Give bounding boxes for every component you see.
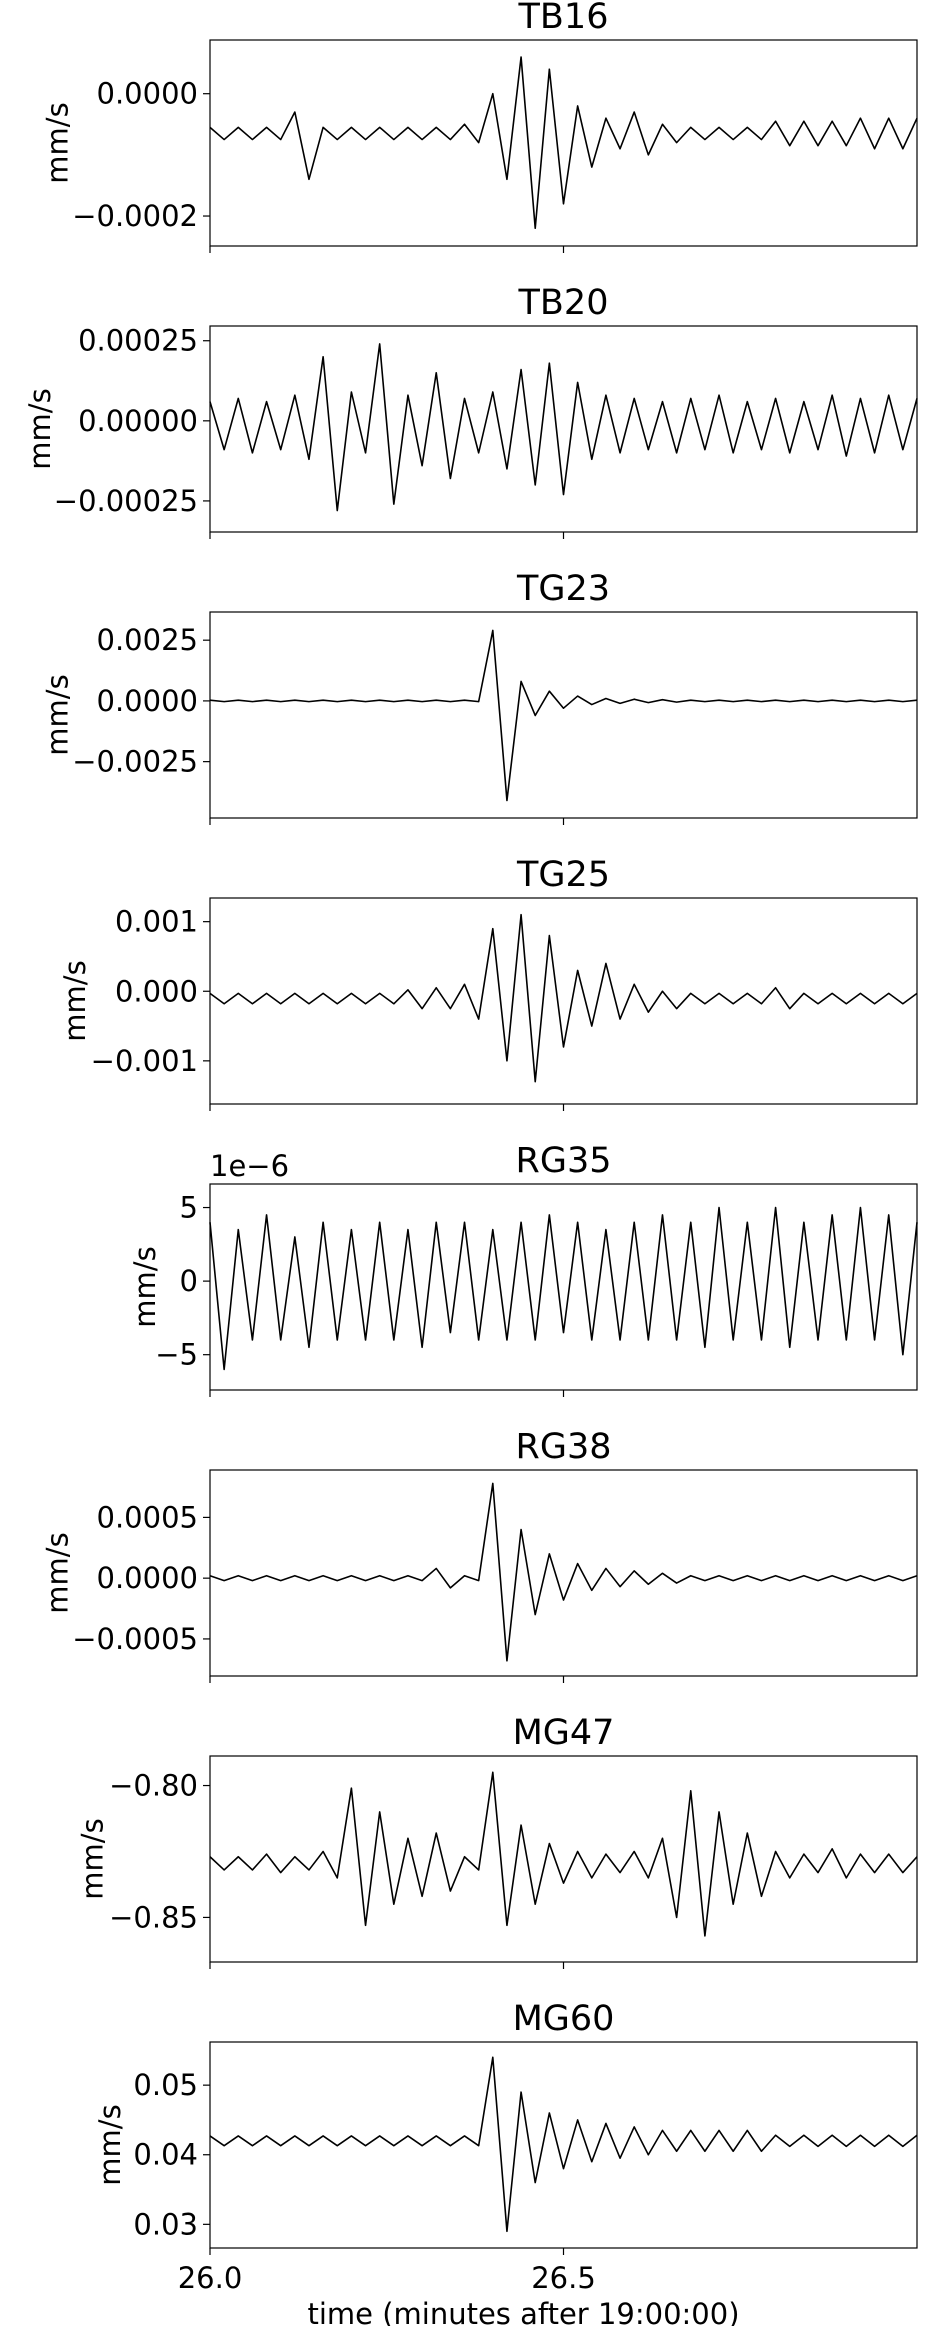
y-tick-label: 0.0000 [97, 684, 198, 718]
chart-title: TB16 [518, 0, 609, 37]
chart-title: TG25 [516, 855, 610, 895]
axes-frame [209, 2041, 918, 2249]
axes-frame [209, 39, 918, 247]
chart-title: RG38 [516, 1427, 612, 1467]
y-tick-label: 0.00025 [78, 324, 198, 358]
chart-title: MG47 [513, 1713, 615, 1753]
y-tick-label: 0.001 [115, 905, 198, 939]
axes-frame [209, 325, 918, 533]
y-tick-label: −0.00025 [54, 484, 198, 518]
y-tick-label: 0.0005 [97, 1500, 198, 1534]
y-tick-label: 0.04 [133, 2138, 198, 2172]
y-tick-label: 0.05 [133, 2068, 198, 2102]
trace [209, 1482, 918, 1662]
x-tick-label: 26.0 [178, 2261, 243, 2295]
trace [209, 56, 918, 230]
y-axis-label: mm/s [93, 2104, 127, 2185]
y-axis-label: mm/s [41, 102, 75, 183]
y-tick-label: −0.0002 [72, 199, 198, 233]
axes-frame [209, 897, 918, 1105]
y-tick-label: 0.00000 [78, 404, 198, 438]
y-tick-label: 5 [180, 1191, 198, 1225]
x-axis-label: time (minutes after 19:00:00) [307, 2297, 739, 2326]
y-tick-label: −0.001 [91, 1044, 198, 1078]
trace [209, 1771, 918, 1937]
y-axis-label: mm/s [41, 1532, 75, 1613]
chart-title: TB20 [518, 283, 609, 323]
y-axis-label: mm/s [41, 674, 75, 755]
y-tick-label: −0.80 [109, 1769, 198, 1803]
y-tick-label: 0.03 [133, 2207, 198, 2241]
chart-title: RG35 [516, 1141, 612, 1181]
y-tick-label: −0.85 [109, 1900, 198, 1934]
y-tick-label: 0 [180, 1264, 198, 1298]
y-tick-label: 0.0000 [97, 1561, 198, 1595]
axes-frame [209, 611, 918, 819]
axes-frame [209, 1755, 918, 1963]
y-tick-label: 0.0025 [97, 623, 198, 657]
trace [209, 2056, 918, 2233]
y-axis-label: mm/s [23, 388, 57, 469]
y-tick-label: 0.0000 [97, 77, 198, 111]
x-tick-label: 26.5 [531, 2261, 596, 2295]
chart-title: TG23 [516, 569, 610, 609]
y-tick-label: −0.0025 [72, 745, 198, 779]
chart-title: MG60 [513, 1999, 615, 2039]
trace [209, 343, 918, 512]
y-tick-label: −0.0005 [72, 1622, 198, 1656]
y-axis-label: mm/s [76, 1818, 110, 1899]
y-tick-label: −5 [155, 1338, 198, 1372]
y-tick-label: 0.000 [115, 974, 198, 1008]
offset-text: 1e−6 [210, 1149, 289, 1183]
y-axis-label: mm/s [128, 1246, 162, 1327]
y-axis-label: mm/s [58, 960, 92, 1041]
trace [209, 913, 918, 1083]
axes-frame [209, 1469, 918, 1677]
trace [209, 629, 918, 802]
trace [209, 1206, 918, 1371]
